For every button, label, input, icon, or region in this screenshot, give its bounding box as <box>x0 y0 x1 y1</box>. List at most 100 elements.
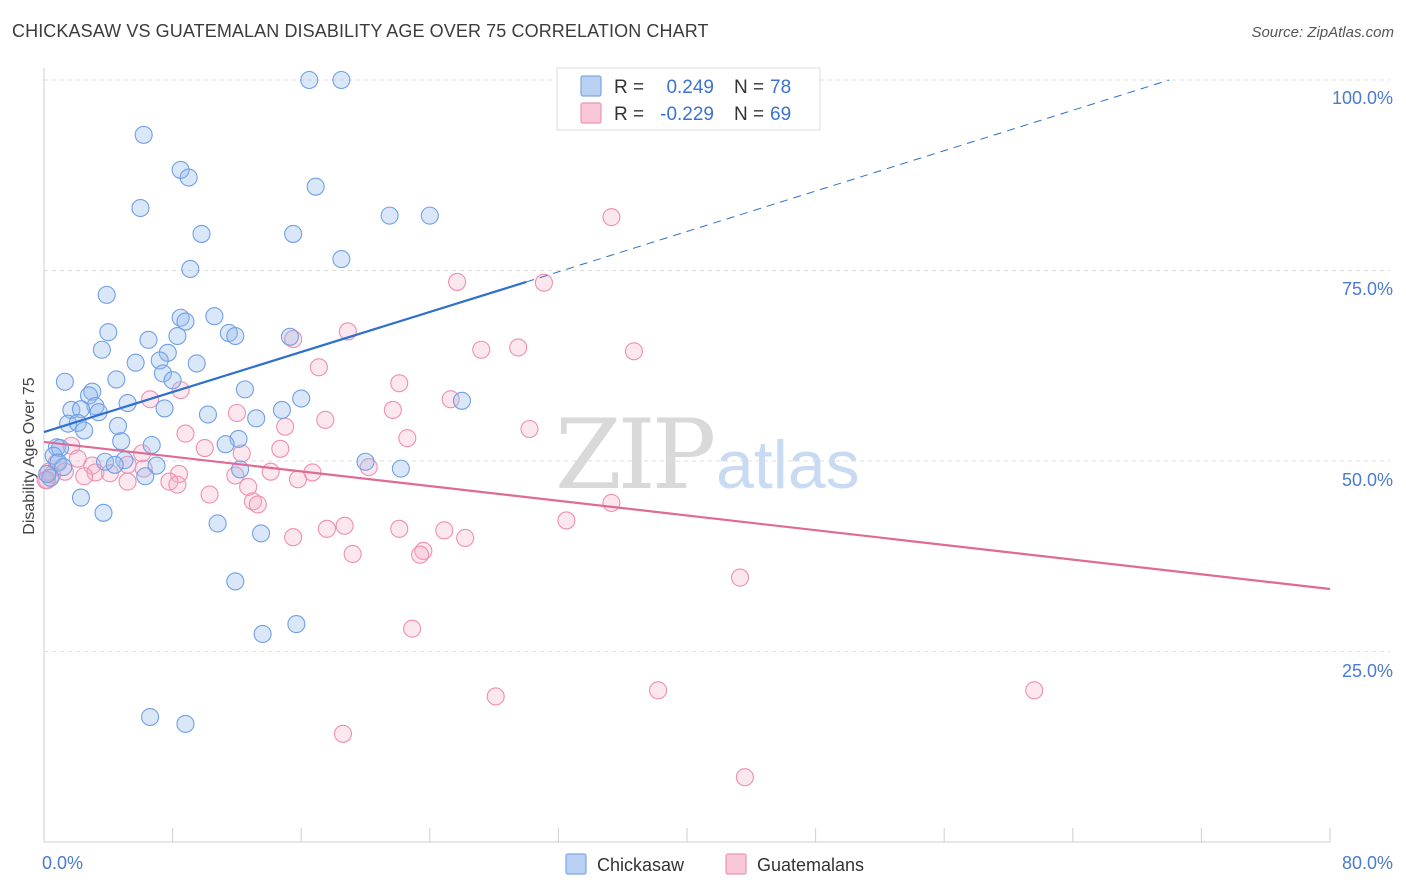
chickasaw-point <box>284 224 303 243</box>
guatemalan-point <box>316 410 335 429</box>
guatemalan-point <box>335 516 354 535</box>
chickasaw-point <box>54 458 73 477</box>
bottom-legend-swatch-chickasaw <box>565 853 587 875</box>
legend-swatch-guatemalan <box>580 102 602 124</box>
chickasaw-point <box>287 615 306 634</box>
guatemalan-point <box>271 439 290 458</box>
guatemalan-point <box>261 462 280 481</box>
chickasaw-point <box>280 327 299 346</box>
guatemalan-point <box>456 528 475 548</box>
legend-r-label-2: R = <box>614 104 644 125</box>
guatemalan-point <box>248 495 267 514</box>
chickasaw-point <box>107 370 126 389</box>
chickasaw-point <box>332 70 351 90</box>
chickasaw-point <box>131 198 150 218</box>
chickasaw-point <box>356 452 375 471</box>
chickasaw-point <box>208 514 227 533</box>
chickasaw-point <box>272 400 291 419</box>
guatemalan-point <box>486 687 505 706</box>
bottom-legend-label-guatemalan: Guatemalans <box>757 855 864 875</box>
chickasaw-point <box>79 386 99 405</box>
guatemalan-point <box>557 511 576 530</box>
guatemalan-point <box>276 417 295 436</box>
chickasaw-point <box>71 400 91 419</box>
guatemalan-point <box>1025 681 1044 700</box>
chart-title: CHICKASAW VS GUATEMALAN DISABILITY AGE O… <box>12 21 709 41</box>
guatemalan-point <box>176 424 195 443</box>
chickasaw-point <box>155 399 174 418</box>
guatemalan-point <box>448 272 467 291</box>
bottom-legend-swatch-guatemalan <box>725 853 747 875</box>
guatemalan-point <box>232 444 251 463</box>
legend-r-value-2: -0.229 <box>660 104 714 125</box>
guatemalan-point <box>343 544 362 564</box>
series-chickasaw-points <box>38 70 472 733</box>
legend-r-value-1: 0.249 <box>666 77 714 98</box>
guatemalan-point <box>390 519 409 538</box>
guatemalan-point <box>309 358 328 377</box>
chickasaw-point <box>38 464 57 484</box>
chickasaw-point <box>112 432 131 451</box>
guatemalan-point <box>75 467 94 486</box>
guatemalan-point <box>403 619 422 638</box>
guatemalan-trend-line <box>43 440 1331 591</box>
guatemalan-point <box>200 485 219 504</box>
chickasaw-point <box>226 572 245 591</box>
chickasaw-point <box>205 307 224 326</box>
chickasaw-point <box>55 372 74 391</box>
guatemalan-point <box>243 492 263 511</box>
series-guatemalans-points <box>36 208 1044 787</box>
trend-lines <box>43 79 1331 591</box>
chickasaw-point <box>142 435 161 455</box>
guatemalan-point <box>333 724 353 743</box>
chickasaw-point <box>126 353 145 372</box>
bottom-legend-label-chickasaw: Chickasaw <box>597 855 685 875</box>
chickasaw-point <box>71 488 91 507</box>
guatemalan-point <box>359 458 378 477</box>
guatemalan-point <box>520 419 539 439</box>
x-tick-label-max: 80.0% <box>1342 853 1393 873</box>
chickasaw-point <box>187 354 206 373</box>
guatemalan-point <box>284 330 303 349</box>
watermark-atlas: atlas <box>716 427 860 503</box>
legend-n-value-1: 78 <box>770 77 791 98</box>
chickasaw-point <box>391 459 410 478</box>
y-tick-label-75: 75.0% <box>1342 279 1393 299</box>
legend-r-label-1: R = <box>614 77 644 98</box>
chickasaw-point <box>251 524 271 543</box>
y-tick-label-100: 100.0% <box>1332 88 1393 108</box>
chickasaw-point <box>192 224 211 243</box>
chickasaw-point <box>300 70 319 90</box>
guatemalan-point <box>602 493 621 512</box>
chickasaw-point <box>168 326 187 346</box>
legend-n-value-2: 69 <box>770 104 791 125</box>
watermark-zip: ZIP <box>555 399 714 511</box>
guatemalan-point <box>168 475 187 494</box>
chickasaw-point <box>226 326 245 346</box>
chickasaw-point <box>306 177 325 196</box>
guatemalan-point <box>36 470 55 490</box>
x-axis-ticks <box>43 828 1331 842</box>
chickasaw-point <box>75 421 94 440</box>
chickasaw-point <box>332 250 351 269</box>
chickasaw-point <box>176 312 195 331</box>
guatemalan-point <box>317 519 336 538</box>
chickasaw-point <box>253 624 272 644</box>
chickasaw-point <box>68 413 87 432</box>
guatemalan-point <box>435 521 454 540</box>
guatemalan-point <box>227 403 246 423</box>
legend-n-label-1: N = <box>734 77 764 98</box>
chickasaw-point <box>292 389 311 408</box>
chickasaw-trend-extension <box>526 79 1170 283</box>
guatemalan-point <box>534 273 553 292</box>
y-tick-label-50: 50.0% <box>1342 470 1393 490</box>
chickasaw-point <box>147 456 166 475</box>
chickasaw-point <box>179 168 198 187</box>
guatemalan-point <box>624 342 644 361</box>
chickasaw-point <box>247 409 266 428</box>
guatemalan-point <box>68 449 87 468</box>
chickasaw-point <box>96 452 115 471</box>
guatemalan-point <box>100 464 119 483</box>
series-legend: Chickasaw Guatemalans <box>565 853 864 875</box>
y-tick-labels: 100.0% 75.0% 50.0% 25.0% <box>1332 88 1393 681</box>
